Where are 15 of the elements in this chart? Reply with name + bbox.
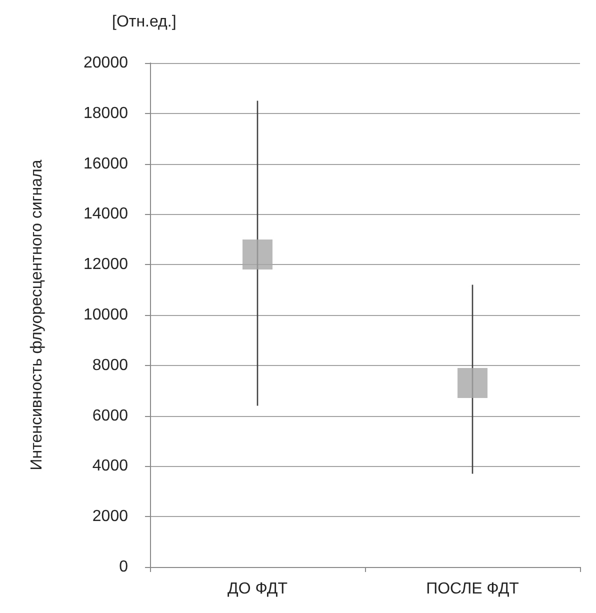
y-tick-label: 14000 bbox=[84, 206, 128, 223]
y-axis-title: Интенсивность флуоресцентного сигнала bbox=[28, 160, 46, 470]
x-tick-label: ПОСЛЕ ФДТ bbox=[426, 580, 520, 598]
y-tick-label: 8000 bbox=[92, 356, 128, 374]
y-tick-label: 12000 bbox=[84, 256, 128, 274]
y-tick-label: 20000 bbox=[84, 54, 128, 72]
y-tick-label: 16000 bbox=[84, 155, 128, 172]
y-tick-label: 4000 bbox=[92, 458, 128, 475]
y-tick-label: 18000 bbox=[84, 104, 128, 122]
y-tick-label: 10000 bbox=[84, 306, 128, 324]
y-tick-label: 6000 bbox=[92, 407, 128, 424]
y-tick-label: 0 bbox=[119, 558, 128, 576]
text: [Отн.ед.] bbox=[112, 14, 176, 30]
x-tick-label: ДО ФДТ bbox=[228, 580, 288, 598]
y-tick-label: 2000 bbox=[92, 508, 128, 526]
